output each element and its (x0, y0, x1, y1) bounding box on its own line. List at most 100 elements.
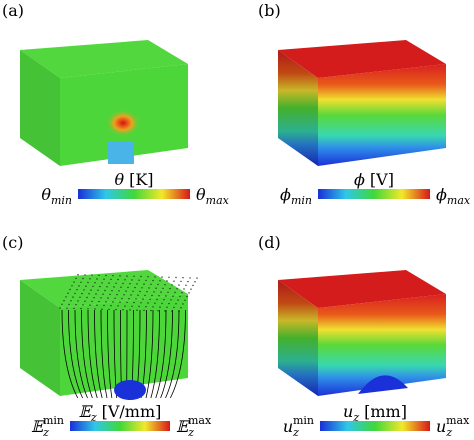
grid-dot (69, 288, 71, 291)
subscript: min (291, 194, 312, 207)
colorbar-min-label: uzmin (283, 414, 314, 439)
grid-dot (113, 286, 115, 288)
grid-dot (86, 296, 88, 299)
grid-dot (162, 287, 164, 290)
grid-dot (59, 307, 61, 309)
grid-dot (126, 275, 128, 277)
box-render (278, 40, 446, 166)
grid-dot (84, 300, 86, 302)
box-render (20, 40, 188, 166)
grid-dot (181, 292, 183, 294)
symbol: ϕ (436, 185, 447, 204)
grid-dot (137, 294, 139, 296)
grid-dot (122, 282, 124, 285)
grid-dot (117, 278, 119, 281)
grid-dot (111, 290, 113, 292)
grid-dot (145, 306, 147, 308)
grid-dot (152, 279, 154, 282)
grid-dot (102, 293, 104, 295)
symbol: θ (196, 185, 206, 204)
grid-dot (94, 308, 96, 310)
grid-dot (151, 294, 153, 297)
box-front (318, 64, 446, 166)
grid-dot (108, 308, 110, 311)
box-top (278, 40, 446, 78)
symbol: u (343, 402, 353, 421)
grid-dot (131, 279, 133, 281)
unit: [mm] (364, 402, 407, 421)
grid-dot (145, 279, 147, 282)
field-line (160, 309, 173, 399)
grid-dot (142, 298, 144, 300)
grid-dot (167, 291, 169, 293)
subscript: max (206, 194, 230, 207)
grid-dot (129, 283, 131, 285)
subscript: min (51, 194, 72, 207)
grid-dot (112, 275, 114, 277)
grid-dot (129, 309, 131, 311)
colorbar-title: 𝔼z [V/mm] (79, 402, 162, 424)
grid-dot (103, 304, 105, 307)
grid-dot (154, 302, 156, 304)
deform-lobe (358, 375, 408, 394)
symbol: θ (114, 170, 124, 189)
grid-dot (112, 301, 114, 303)
colorbar-title: ϕ [V] (354, 170, 394, 189)
grid-dot (154, 276, 156, 278)
grid-dot (91, 274, 93, 276)
grid-dot (98, 300, 100, 303)
grid-dot (70, 300, 72, 302)
grid-dot (157, 310, 159, 312)
grid-dot (140, 302, 142, 304)
grid-dot (105, 274, 107, 277)
grid-dot (194, 281, 196, 283)
field-line (107, 309, 113, 399)
grid-dot (143, 309, 145, 312)
grid-dot (81, 292, 83, 295)
subscript: z (42, 426, 49, 439)
colorbar-title: uz [mm] (343, 402, 407, 424)
grid-dot (115, 282, 117, 284)
symbol: ϕ (280, 185, 291, 204)
box-render (278, 270, 446, 396)
grid-dot (115, 308, 117, 311)
grid-dot (72, 296, 74, 298)
grid-dot (93, 297, 95, 299)
grid-dot (182, 303, 184, 305)
grid-dot (80, 307, 82, 310)
grid-dot (165, 295, 167, 297)
colorbar (70, 421, 170, 431)
grid-dot (169, 287, 171, 290)
grid-dot (116, 293, 118, 296)
grid-dot (67, 292, 69, 294)
grid-dot (156, 298, 158, 301)
grid-dot (177, 299, 179, 301)
grid-dot (91, 300, 93, 303)
grid-dot (164, 284, 166, 286)
grid-dot (109, 293, 111, 296)
box-left (20, 280, 60, 396)
grid-dot (73, 307, 75, 310)
grid-dot (110, 305, 112, 307)
box-top (278, 270, 446, 308)
box-front (318, 294, 446, 396)
grid-dot (122, 309, 124, 311)
unit: [V/mm] (102, 402, 162, 421)
colorbar-max-label: uzmax (436, 414, 470, 439)
field-line (81, 309, 93, 399)
heater (108, 142, 134, 164)
symbol: 𝔼 (176, 417, 191, 436)
grid-dot (170, 299, 172, 301)
grid-dot (148, 287, 150, 289)
grid-dot (171, 284, 173, 286)
grid-dot (124, 305, 126, 307)
subscript: max (447, 194, 471, 207)
grid-dot (189, 277, 191, 279)
field-line (145, 309, 154, 399)
grid-dot (99, 285, 101, 288)
grid-dot (96, 278, 98, 280)
superscript: max (446, 414, 470, 427)
grid-dot (132, 290, 134, 292)
grid-dot (126, 301, 128, 304)
grid-dot (168, 276, 170, 278)
